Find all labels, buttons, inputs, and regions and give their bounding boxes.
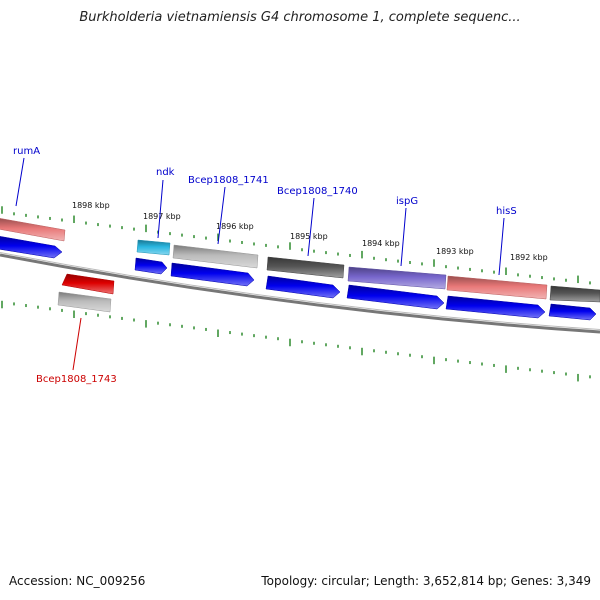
kbp-label: 1892 kbp (510, 253, 548, 262)
gene-label[interactable]: Bcep1808_1740 (277, 186, 358, 197)
rumA-feature[interactable] (0, 218, 66, 242)
gene-label[interactable]: Bcep1808_1743 (36, 374, 117, 385)
kbp-label: 1897 kbp (143, 212, 181, 221)
chromosome-backbone-highlight (0, 252, 600, 330)
cds-arrow[interactable] (445, 295, 546, 319)
kbp-label: 1894 kbp (362, 239, 400, 248)
gene-label[interactable]: hisS (496, 206, 517, 217)
cds-arrow[interactable] (265, 275, 341, 299)
cds-arrow[interactable] (134, 257, 168, 275)
kbp-label: 1896 kbp (216, 222, 254, 231)
accession-text: Accession: NC_009256 (9, 574, 146, 588)
gene-label[interactable]: ndk (156, 167, 175, 178)
gene-leader-line (157, 179, 164, 239)
gene-leader-line (400, 207, 407, 267)
right-edge-feature[interactable] (549, 285, 600, 303)
hisS-feature[interactable] (446, 275, 548, 300)
chromosome-backbone (0, 253, 600, 334)
gene-leader-line (217, 186, 226, 245)
cds-arrow[interactable] (548, 303, 597, 321)
kbp-label: 1898 kbp (72, 201, 110, 210)
gene-leader-line (15, 157, 25, 207)
gene-leader-line (72, 317, 82, 371)
gene-label[interactable]: rumA (13, 146, 40, 157)
ndk-feature[interactable] (136, 239, 171, 256)
cds-arrow[interactable] (0, 236, 63, 259)
topology-summary: Topology: circular; Length: 3,652,814 bp… (261, 574, 591, 588)
page-title: Burkholderia vietnamiensis G4 chromosome… (79, 10, 521, 25)
gene-label[interactable]: Bcep1808_1741 (188, 175, 269, 186)
cds-arrow[interactable] (346, 284, 445, 310)
bcep1808-1741-feature[interactable] (172, 244, 259, 269)
cds-arrow[interactable] (170, 262, 255, 287)
bcep1808-1743-feature[interactable] (61, 273, 115, 295)
gene-label[interactable]: ispG (396, 196, 418, 207)
ispG-feature[interactable] (347, 266, 447, 290)
gene-leader-line (498, 217, 505, 276)
kbp-label: 1895 kbp (290, 232, 328, 241)
reverse-strand-feature[interactable] (57, 291, 112, 313)
bcep1808-1740-feature[interactable] (266, 256, 345, 279)
gene-leader-line (307, 197, 315, 257)
kbp-label: 1893 kbp (436, 247, 474, 256)
